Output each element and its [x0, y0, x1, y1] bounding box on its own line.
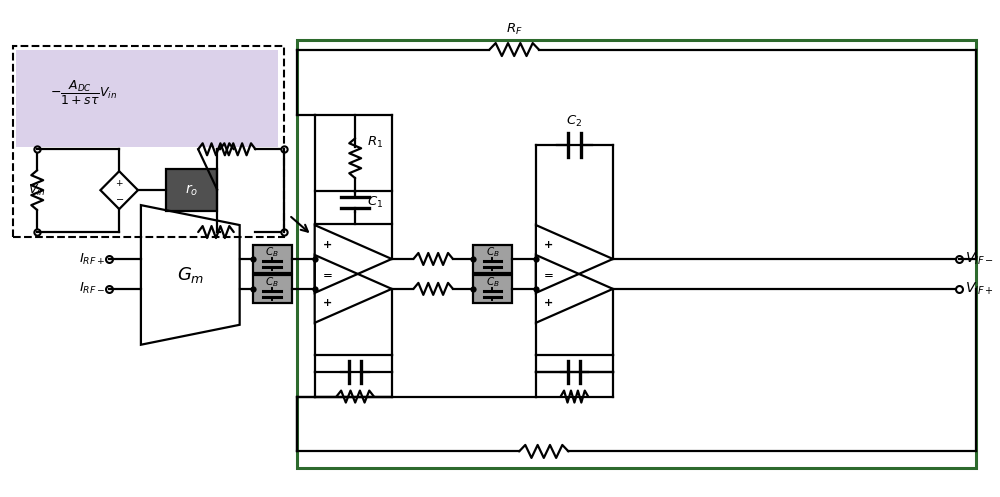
Text: $I_{RF-}$: $I_{RF-}$	[79, 281, 105, 296]
Bar	[297, 40, 976, 468]
Text: +: +	[323, 240, 332, 250]
Text: $V_{in}$: $V_{in}$	[28, 182, 46, 198]
Text: $V_{IF+}$: $V_{IF+}$	[965, 281, 994, 297]
Text: $-$: $-$	[322, 268, 333, 281]
Text: $-\dfrac{A_{DC}}{1+s\tau}V_{in}$: $-\dfrac{A_{DC}}{1+s\tau}V_{in}$	[50, 80, 117, 107]
Text: $R_1$: $R_1$	[367, 135, 383, 150]
Text: +: +	[323, 298, 332, 308]
Text: +: +	[544, 240, 553, 250]
Text: $I_{RF+}$: $I_{RF+}$	[79, 251, 105, 266]
Text: $-$: $-$	[543, 268, 554, 281]
Bar	[473, 275, 512, 303]
Text: +: +	[544, 298, 553, 308]
Text: $V_{IF-}$: $V_{IF-}$	[965, 251, 994, 267]
Text: $G_m$: $G_m$	[177, 265, 204, 285]
Bar	[166, 169, 217, 211]
Text: $-$: $-$	[543, 266, 554, 279]
Text: $R_F$: $R_F$	[506, 21, 523, 37]
Text: $C_B$: $C_B$	[265, 245, 279, 259]
Text: $C_B$: $C_B$	[265, 275, 279, 289]
Bar	[16, 50, 278, 147]
Text: $-$: $-$	[115, 193, 124, 203]
Text: $-$: $-$	[322, 266, 333, 279]
Bar	[253, 275, 292, 303]
Text: $C_1$: $C_1$	[367, 195, 383, 210]
Bar	[253, 245, 292, 273]
Text: +: +	[115, 179, 123, 188]
Bar	[13, 46, 284, 237]
Text: $r_o$: $r_o$	[185, 182, 198, 198]
Text: $C_2$: $C_2$	[566, 114, 582, 129]
Text: $C_B$: $C_B$	[486, 275, 499, 289]
Bar	[473, 245, 512, 273]
Text: $C_B$: $C_B$	[486, 245, 499, 259]
